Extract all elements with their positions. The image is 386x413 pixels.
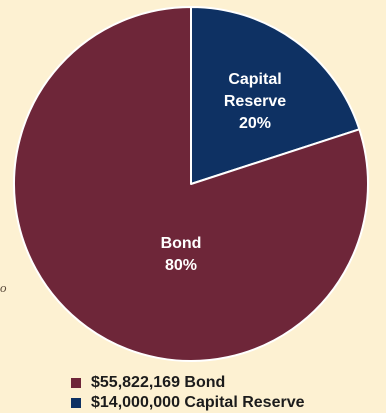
slice-percent-capital-reserve: 20% [239,115,271,132]
legend-swatch-capital-reserve [71,398,81,408]
legend-item-capital-reserve: $14,000,000 Capital Reserve [71,393,304,413]
chart-legend: $55,822,169 Bond $14,000,000 Capital Res… [71,373,304,413]
legend-item-bond: $55,822,169 Bond [71,373,304,393]
pie-slices [13,6,369,362]
legend-label-capital-reserve: $14,000,000 Capital Reserve [91,394,305,411]
pie-chart: Bond 80% Capital Reserve 20% [13,6,369,362]
pie-slice-labels: Bond 80% Capital Reserve 20% [161,71,287,274]
slice-percent-bond: 80% [165,257,197,274]
slice-label-capital-reserve-line-1: Capital [228,71,281,88]
legend-label-bond: $55,822,169 Bond [91,374,226,391]
pie-slice-bond [13,6,369,362]
edge-text-fragment: o [0,280,7,295]
legend-swatch-bond [71,378,81,388]
slice-label-bond-line-1: Bond [161,235,202,252]
slice-label-capital-reserve-line-2: Reserve [224,93,286,110]
pie-slice-capital-reserve [190,6,361,185]
